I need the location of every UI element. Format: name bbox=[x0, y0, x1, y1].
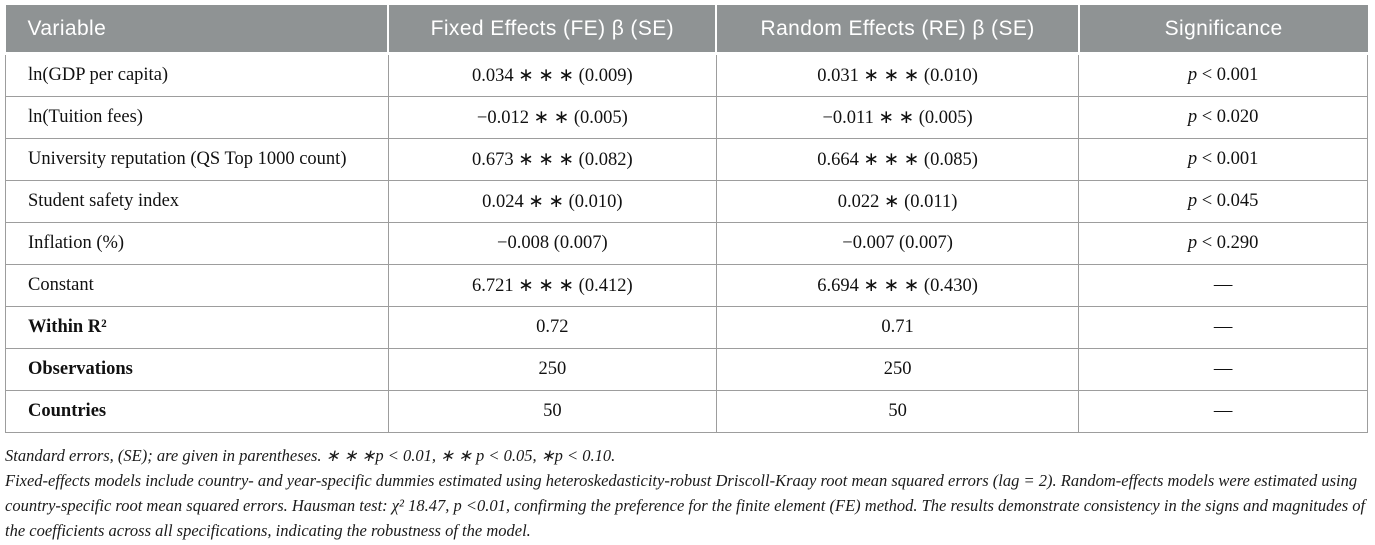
sig-value: — bbox=[1213, 359, 1233, 379]
sig-p: p bbox=[1187, 233, 1198, 253]
significance-cell: — bbox=[1078, 264, 1368, 307]
table-body: ln(GDP per capita) 0.034 ∗ ∗ ∗ (0.009) 0… bbox=[5, 53, 1368, 433]
col-header-variable: Variable bbox=[5, 5, 389, 55]
sig-value: < 0.001 bbox=[1197, 65, 1259, 85]
significance-cell: p < 0.020 bbox=[1078, 96, 1368, 139]
table-row: Inflation (%) −0.008 (0.007) −0.007 (0.0… bbox=[5, 222, 1368, 265]
variable-cell: Observations bbox=[5, 348, 389, 391]
col-header-random-effects: Random Effects (RE) β (SE) bbox=[715, 5, 1079, 55]
re-cell: 50 bbox=[715, 390, 1080, 433]
sig-value: < 0.045 bbox=[1197, 191, 1259, 211]
table-row: ln(GDP per capita) 0.034 ∗ ∗ ∗ (0.009) 0… bbox=[5, 53, 1368, 97]
sig-value: < 0.020 bbox=[1197, 107, 1259, 127]
significance-cell: p < 0.001 bbox=[1078, 138, 1368, 181]
variable-cell: Constant bbox=[5, 264, 389, 307]
footnote-model-details: Fixed-effects models include country- an… bbox=[5, 471, 1366, 540]
col-header-significance: Significance bbox=[1077, 5, 1368, 55]
sig-value: < 0.001 bbox=[1197, 149, 1259, 169]
sig-value: — bbox=[1213, 401, 1233, 421]
regression-results-table: Variable Fixed Effects (FE) β (SE) Rando… bbox=[5, 5, 1368, 433]
variable-cell: ln(GDP per capita) bbox=[5, 53, 389, 97]
fe-cell: 250 bbox=[387, 348, 717, 391]
fe-cell: 0.024 ∗ ∗ (0.010) bbox=[387, 180, 717, 223]
fe-cell: 6.721 ∗ ∗ ∗ (0.412) bbox=[387, 264, 717, 307]
table-header: Variable Fixed Effects (FE) β (SE) Rando… bbox=[5, 5, 1368, 55]
sig-value: < 0.290 bbox=[1197, 233, 1259, 253]
fe-cell: −0.008 (0.007) bbox=[387, 222, 717, 265]
variable-cell: ln(Tuition fees) bbox=[5, 96, 389, 139]
fe-cell: 50 bbox=[387, 390, 717, 433]
significance-cell: p < 0.045 bbox=[1078, 180, 1368, 223]
variable-cell: Student safety index bbox=[5, 180, 389, 223]
table-row: Student safety index 0.024 ∗ ∗ (0.010) 0… bbox=[5, 180, 1368, 223]
re-cell: 250 bbox=[715, 348, 1080, 391]
variable-cell: Countries bbox=[5, 390, 389, 433]
variable-cell: University reputation (QS Top 1000 count… bbox=[5, 138, 389, 181]
variable-cell: Within R² bbox=[5, 306, 389, 349]
table-row: Countries 50 50 — bbox=[5, 390, 1368, 433]
fe-cell: 0.72 bbox=[387, 306, 717, 349]
sig-p: p bbox=[1187, 65, 1198, 85]
significance-cell: p < 0.290 bbox=[1078, 222, 1368, 265]
fe-cell: 0.673 ∗ ∗ ∗ (0.082) bbox=[387, 138, 717, 181]
re-cell: 0.031 ∗ ∗ ∗ (0.010) bbox=[715, 53, 1080, 97]
re-cell: 0.71 bbox=[715, 306, 1080, 349]
table-footnotes: Standard errors, (SE); are given in pare… bbox=[5, 443, 1373, 543]
re-cell: −0.011 ∗ ∗ (0.005) bbox=[715, 96, 1080, 139]
sig-p: p bbox=[1187, 191, 1198, 211]
sig-value: — bbox=[1213, 317, 1233, 337]
re-cell: 0.664 ∗ ∗ ∗ (0.085) bbox=[715, 138, 1080, 181]
table-row: Within R² 0.72 0.71 — bbox=[5, 306, 1368, 349]
significance-cell: — bbox=[1078, 390, 1368, 433]
sig-p: p bbox=[1187, 107, 1198, 127]
significance-cell: p < 0.001 bbox=[1078, 53, 1368, 97]
significance-cell: — bbox=[1078, 306, 1368, 349]
table-row: University reputation (QS Top 1000 count… bbox=[5, 138, 1368, 181]
table-row: Observations 250 250 — bbox=[5, 348, 1368, 391]
header-row: Variable Fixed Effects (FE) β (SE) Rando… bbox=[5, 5, 1368, 55]
table-row: Constant 6.721 ∗ ∗ ∗ (0.412) 6.694 ∗ ∗ ∗… bbox=[5, 264, 1368, 307]
results-table-container: Variable Fixed Effects (FE) β (SE) Rando… bbox=[5, 5, 1368, 433]
table-row: ln(Tuition fees) −0.012 ∗ ∗ (0.005) −0.0… bbox=[5, 96, 1368, 139]
sig-p: p bbox=[1187, 149, 1198, 169]
fe-cell: 0.034 ∗ ∗ ∗ (0.009) bbox=[387, 53, 717, 97]
sig-value: — bbox=[1213, 275, 1233, 295]
significance-cell: — bbox=[1078, 348, 1368, 391]
variable-cell: Inflation (%) bbox=[5, 222, 389, 265]
re-cell: −0.007 (0.007) bbox=[715, 222, 1080, 265]
re-cell: 6.694 ∗ ∗ ∗ (0.430) bbox=[715, 264, 1080, 307]
fe-cell: −0.012 ∗ ∗ (0.005) bbox=[387, 96, 717, 139]
re-cell: 0.022 ∗ (0.011) bbox=[715, 180, 1080, 223]
col-header-fixed-effects: Fixed Effects (FE) β (SE) bbox=[387, 5, 717, 55]
footnote-standard-errors: Standard errors, (SE); are given in pare… bbox=[5, 446, 616, 465]
